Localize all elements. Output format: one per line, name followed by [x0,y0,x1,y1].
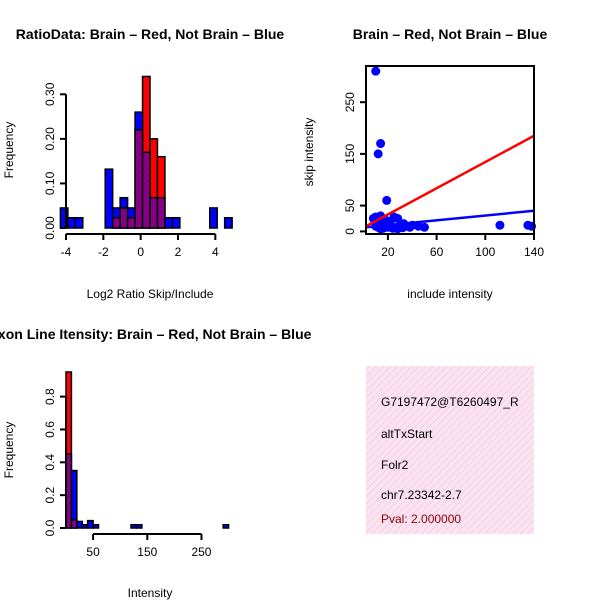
intensity-bar-notbrain [222,523,230,529]
ratio-bar-notbrain [111,207,121,219]
ratio-bar-overlap [141,151,151,229]
ratio-ytick-label: 0.10 [43,171,57,195]
scatter-ylabel: skip intensity [302,118,316,187]
ratio-ytick-label: 0.00 [43,216,57,240]
intensity-bar-overlap [70,519,78,529]
ratio-bar-overlap [156,196,166,229]
intensity-bar-notbrain [86,519,94,529]
scatter-ytick-label: 150 [343,144,357,164]
scatter-xtick-label: 60 [430,245,444,259]
scatter-ytick-label: 50 [343,199,357,213]
ratio-bar-overlap [126,216,136,229]
ratio-bar-overlap [111,216,121,229]
info-pval: Pval: 2.000000 [381,512,461,526]
ratio-bar-notbrain [119,196,129,209]
info-location: chr7.23342-2.7 [381,488,462,502]
intensity-ytick-label: 0.2 [43,486,57,503]
ratio-title: RatioData: Brain – Red, Not Brain – Blue [16,26,285,42]
scatter-axes: 20 60 100 140 0 50 150 250 [343,92,544,259]
scatter-point [373,149,383,159]
ratio-bar-notbrain [74,216,84,229]
ratio-xtick-label: 4 [212,245,219,259]
intensity-bar-notbrain [92,523,100,529]
info-event: altTxStart [381,427,433,441]
intensity-xlabel: Intensity [128,586,173,600]
scatter-xtick-label: 140 [524,245,544,259]
ratio-axes: -4 -2 0 2 4 0.00 0.10 0.20 0.30 [43,82,219,259]
scatter-point [419,222,429,232]
scatter-title: Brain – Red, Not Brain – Blue [353,26,548,42]
intensity-xtick-label: 250 [191,545,211,559]
ratio-bar-overlap [149,196,159,229]
info-id: G7197472@T6260497_R [381,395,519,409]
ratio-bar-notbrain [134,111,144,131]
ratio-bars [59,75,233,229]
ratio-xlabel: Log2 Ratio Skip/Include [87,287,214,301]
intensity-ylabel: Frequency [2,422,16,479]
intensity-title: Exon Line Itensity: Brain – Red, Not Bra… [0,326,312,342]
intensity-xtick-label: 150 [137,545,157,559]
intensity-bar-notbrain [76,520,84,529]
scatter-ytick-label: 0 [343,228,357,235]
scatter-point [371,66,381,76]
ratio-bar-notbrain [126,207,136,219]
info-panel [366,366,534,534]
scatter-xtick-label: 100 [475,245,495,259]
intensity-ytick-label: 0.0 [43,519,57,536]
scatter-xlabel: include intensity [407,287,492,301]
scatter-xtick-label: 20 [381,245,395,259]
ratio-bar-notbrain [104,168,114,229]
ratio-bar-notbrain [208,207,218,229]
scatter-point [495,220,505,230]
ratio-bar-notbrain [164,216,174,229]
scatter-point [382,195,392,205]
ratio-ytick-label: 0.20 [43,127,57,151]
ratio-bar-notbrain [223,216,233,229]
intensity-bar-notbrain [70,469,78,521]
intensity-ytick-label: 0.6 [43,421,57,438]
ratio-ytick-label: 0.30 [43,82,57,106]
intensity-bars [65,371,230,529]
intensity-ytick-label: 0.4 [43,454,57,471]
ratio-xtick-label: -2 [98,245,109,259]
scatter-point [405,222,415,232]
ratio-bar-notbrain [171,216,181,229]
ratio-bar-notbrain [67,216,77,229]
scatter-line-red [365,134,535,228]
ratio-bar-overlap [134,129,144,229]
ratio-xtick-label: -4 [61,245,72,259]
ratio-bar-overlap [119,207,129,229]
intensity-xtick-label: 50 [86,545,100,559]
scatter-point [376,139,386,149]
ratio-ylabel: Frequency [2,122,16,179]
scatter-point [398,223,408,233]
ratio-xtick-label: 0 [137,245,144,259]
intensity-ytick-label: 0.8 [43,388,57,405]
intensity-bar-notbrain [135,523,143,529]
scatter-marks [365,65,537,235]
intensity-bar-notbrain [130,523,138,529]
scatter-ytick-label: 250 [343,92,357,112]
intensity-axes: 50 150 250 0.0 0.2 0.4 0.6 0.8 [43,388,212,559]
info-gene: Folr2 [381,458,409,472]
ratio-xtick-label: 2 [175,245,182,259]
intensity-bar-notbrain [81,523,89,529]
scatter-line-blue [365,209,535,229]
